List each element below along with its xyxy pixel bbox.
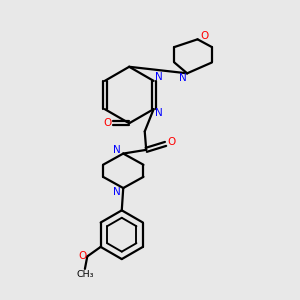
- Text: O: O: [103, 118, 112, 128]
- Text: N: N: [155, 108, 163, 118]
- Text: O: O: [167, 137, 175, 147]
- Text: N: N: [113, 187, 121, 196]
- Text: CH₃: CH₃: [76, 270, 94, 279]
- Text: N: N: [179, 73, 187, 83]
- Text: O: O: [79, 251, 87, 261]
- Text: N: N: [155, 72, 163, 82]
- Text: O: O: [200, 31, 208, 41]
- Text: N: N: [113, 145, 121, 155]
